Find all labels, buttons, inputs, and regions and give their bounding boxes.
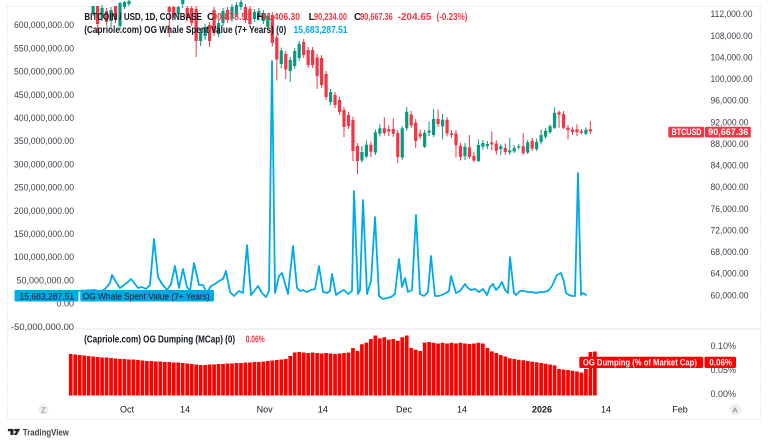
- svg-text:0.00%: 0.00%: [711, 389, 737, 399]
- svg-text:112,000.00: 112,000.00: [711, 9, 753, 19]
- svg-text:88,000.00: 88,000.00: [711, 139, 749, 149]
- svg-text:OG Dumping (% of Market Cap): OG Dumping (% of Market Cap): [583, 358, 697, 368]
- svg-text:0.05%: 0.05%: [711, 365, 737, 375]
- svg-text:BTCUSD: BTCUSD: [672, 127, 702, 137]
- svg-text:108,000.00: 108,000.00: [711, 31, 753, 41]
- svg-text:TradingView: TradingView: [23, 428, 69, 439]
- svg-text:90,878.51: 90,878.51: [212, 12, 251, 23]
- svg-text:14: 14: [601, 405, 611, 415]
- svg-text:50,000,000.00: 50,000,000.00: [16, 275, 74, 285]
- svg-text:0.06%: 0.06%: [246, 335, 265, 346]
- svg-text:Z: Z: [41, 405, 46, 414]
- svg-text:84,000.00: 84,000.00: [711, 161, 749, 171]
- svg-text:90,234.00: 90,234.00: [314, 12, 347, 23]
- svg-text:Oct: Oct: [120, 405, 135, 415]
- svg-text:96,000.00: 96,000.00: [711, 96, 749, 106]
- svg-text:15,683,287.51: 15,683,287.51: [294, 25, 348, 36]
- svg-text:600,000,000.00: 600,000,000.00: [14, 20, 74, 30]
- svg-text:100,000.00: 100,000.00: [711, 74, 753, 84]
- svg-text:14: 14: [318, 405, 328, 415]
- svg-text:(Capriole.com) OG Whale Spent: (Capriole.com) OG Whale Spent Value (7+ …: [84, 25, 286, 36]
- svg-text:76,000.00: 76,000.00: [711, 204, 749, 214]
- svg-text:Dec: Dec: [396, 405, 413, 415]
- svg-text:15,683,287.51: 15,683,287.51: [20, 291, 75, 301]
- svg-text:91,406.30: 91,406.30: [262, 12, 300, 23]
- svg-text:(Capriole.com) OG Dumping (MCa: (Capriole.com) OG Dumping (MCap) (0): [84, 335, 235, 346]
- svg-text:0.10%: 0.10%: [711, 341, 737, 351]
- svg-text:BITCOIN / USD, 1D, COINBASE: BITCOIN / USD, 1D, COINBASE: [84, 12, 202, 23]
- svg-text:100,000,000.00: 100,000,000.00: [14, 252, 74, 262]
- svg-text:90,667.36: 90,667.36: [360, 12, 393, 23]
- svg-text:400,000,000.00: 400,000,000.00: [14, 113, 74, 123]
- svg-text:O: O: [207, 12, 215, 23]
- svg-text:150,000,000.00: 150,000,000.00: [14, 229, 74, 239]
- svg-text:72,000.00: 72,000.00: [711, 225, 749, 235]
- svg-text:A: A: [732, 405, 737, 414]
- svg-text:250,000,000.00: 250,000,000.00: [14, 183, 74, 193]
- svg-text:64,000.00: 64,000.00: [711, 269, 749, 279]
- svg-text:68,000.00: 68,000.00: [711, 247, 749, 257]
- svg-text:OG Whale Spent Value (7+ Years: OG Whale Spent Value (7+ Years): [83, 291, 210, 301]
- svg-text:0.00: 0.00: [56, 299, 74, 309]
- svg-text:(-0.23%): (-0.23%): [437, 12, 468, 23]
- svg-text:350,000,000.00: 350,000,000.00: [14, 136, 74, 146]
- svg-text:500,000,000.00: 500,000,000.00: [14, 67, 74, 77]
- svg-text:14: 14: [457, 405, 467, 415]
- svg-text:Feb: Feb: [672, 405, 688, 415]
- svg-text:80,000.00: 80,000.00: [711, 182, 749, 192]
- svg-text:2026: 2026: [532, 405, 552, 415]
- svg-text:-50,000,000.00: -50,000,000.00: [11, 322, 74, 332]
- svg-text:104,000.00: 104,000.00: [711, 52, 753, 62]
- svg-text:-204.65: -204.65: [398, 12, 432, 23]
- svg-text:90,667.36: 90,667.36: [708, 127, 748, 137]
- svg-text:L: L: [309, 12, 315, 23]
- svg-text:92,000.00: 92,000.00: [711, 117, 749, 127]
- svg-text:Nov: Nov: [257, 405, 274, 415]
- svg-text:300,000,000.00: 300,000,000.00: [14, 159, 74, 169]
- svg-text:200,000,000.00: 200,000,000.00: [14, 206, 74, 216]
- svg-text:C: C: [354, 12, 361, 23]
- svg-text:550,000,000.00: 550,000,000.00: [14, 43, 74, 53]
- svg-text:60,000.00: 60,000.00: [711, 290, 749, 300]
- svg-text:0.06%: 0.06%: [709, 358, 732, 368]
- svg-text:450,000,000.00: 450,000,000.00: [14, 90, 74, 100]
- svg-text:H: H: [257, 12, 264, 23]
- svg-text:14: 14: [180, 405, 190, 415]
